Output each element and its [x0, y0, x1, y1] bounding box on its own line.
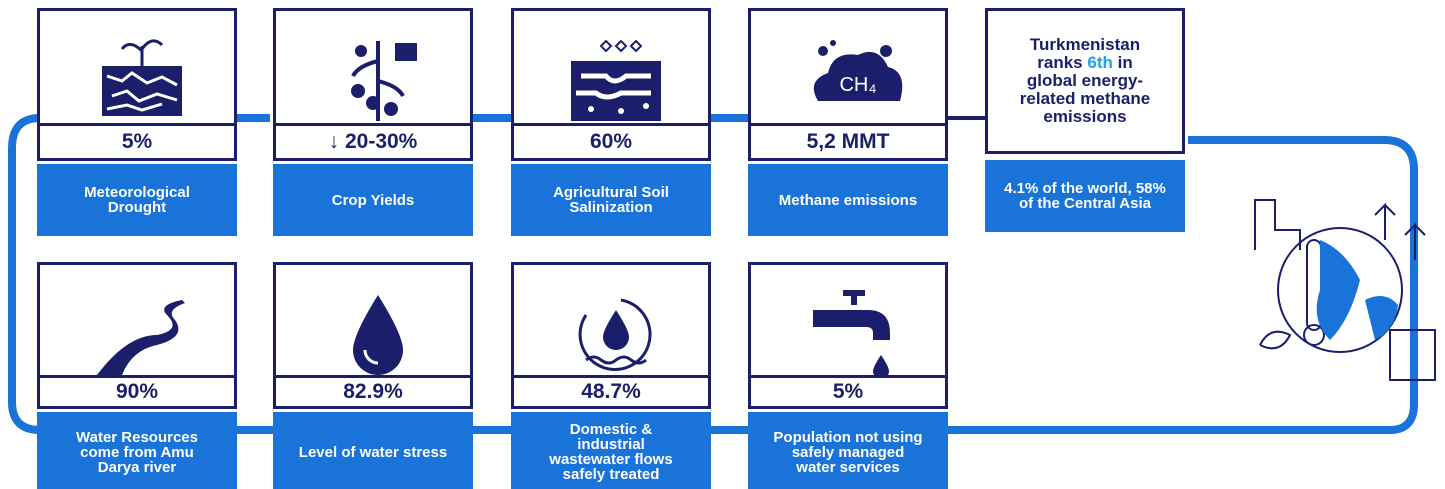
stat-value: 5%	[748, 378, 948, 409]
icon-text: CH₄	[839, 74, 876, 96]
stat-label: Population not using safely managed wate…	[748, 412, 948, 489]
stat-value: 48.7%	[511, 378, 711, 409]
stat-value: 60%	[511, 126, 711, 161]
stat-label: Level of water stress	[273, 412, 473, 489]
stat-label: Agricultural Soil Salinization	[511, 164, 711, 236]
stat-value: 82.9%	[273, 378, 473, 409]
icon-box	[273, 8, 473, 126]
icon	[353, 295, 403, 375]
stat-label-text: Crop Yields	[331, 191, 415, 209]
stat-label-text: Population not using safely managed wate…	[773, 428, 923, 476]
stat-label: Water Resources come from Amu Darya rive…	[37, 412, 237, 489]
stat-label-text: Domestic & industrial wastewater flows s…	[549, 421, 673, 483]
icon	[102, 39, 182, 116]
icon-box	[748, 262, 948, 379]
icon	[571, 39, 661, 121]
highlight-title-text: Turkmenistan ranks 6th in global energy-…	[1010, 36, 1160, 126]
stat-value: 5,2 MMT	[748, 126, 948, 161]
stat-label: Meteorological Drought	[37, 164, 237, 236]
highlight-label-text: 4.1% of the world, 58% of the Central As…	[1004, 180, 1166, 212]
stat-label-text: Methane emissions	[778, 191, 918, 209]
icon-box	[37, 8, 237, 126]
highlight-label: 4.1% of the world, 58% of the Central As…	[985, 160, 1185, 232]
stat-value: 90%	[37, 378, 237, 409]
title-part: in global energy-related methane emissio…	[1019, 53, 1151, 126]
stat-label: Methane emissions	[748, 164, 948, 236]
icon	[578, 298, 652, 371]
icon-box	[273, 262, 473, 378]
icon-box	[511, 8, 711, 126]
stat-value: ↓ 20-30%	[273, 126, 473, 161]
stat-label-text: Level of water stress	[298, 443, 448, 461]
stat-value: 5%	[37, 126, 237, 161]
icon-box	[511, 262, 711, 378]
icon	[97, 300, 185, 375]
stat-label-text: Water Resources come from Amu Darya rive…	[76, 428, 198, 476]
stat-label: Crop Yields	[273, 164, 473, 236]
stat-label-text: Agricultural Soil Salinization	[553, 184, 669, 216]
highlight-title: Turkmenistan ranks 6th in global energy-…	[985, 8, 1185, 154]
icon-box: CH₄	[748, 8, 948, 126]
icon-box	[37, 262, 237, 378]
stat-label: Domestic & industrial wastewater flows s…	[511, 412, 711, 489]
icon: CH₄	[813, 40, 903, 101]
icon	[351, 41, 417, 121]
title-rank: 6th	[1087, 53, 1113, 72]
title-part: Turkmenistan ranks	[1029, 35, 1141, 72]
stat-label-text: Meteorological Drought	[84, 184, 190, 216]
icon	[813, 290, 890, 379]
